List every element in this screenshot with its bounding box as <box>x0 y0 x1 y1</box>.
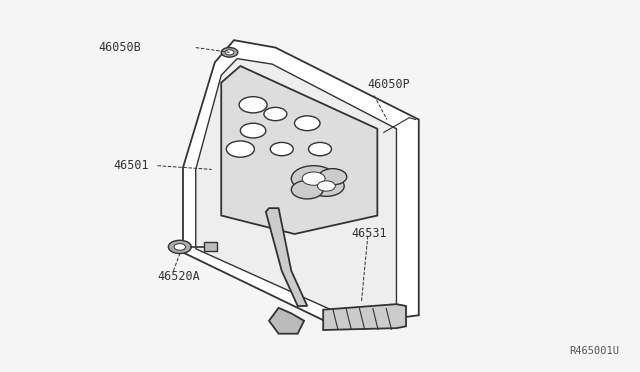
Circle shape <box>241 123 266 138</box>
Text: 46531: 46531 <box>352 228 387 241</box>
Circle shape <box>294 116 320 131</box>
Polygon shape <box>196 59 396 313</box>
Circle shape <box>168 240 191 254</box>
Text: 46050P: 46050P <box>368 78 410 91</box>
FancyBboxPatch shape <box>204 243 217 251</box>
Circle shape <box>227 141 254 157</box>
Circle shape <box>319 169 347 185</box>
Polygon shape <box>221 66 378 234</box>
Circle shape <box>308 142 332 156</box>
Polygon shape <box>266 208 307 306</box>
Circle shape <box>270 142 293 156</box>
Polygon shape <box>183 40 419 326</box>
Circle shape <box>174 244 186 250</box>
Circle shape <box>291 180 323 199</box>
Circle shape <box>302 172 325 185</box>
Circle shape <box>317 181 335 191</box>
Circle shape <box>225 50 234 55</box>
Text: 46501: 46501 <box>113 159 148 172</box>
Circle shape <box>308 176 344 196</box>
Polygon shape <box>269 308 304 334</box>
Polygon shape <box>323 304 406 330</box>
Circle shape <box>239 97 267 113</box>
Circle shape <box>291 166 336 192</box>
Text: 46050B: 46050B <box>99 41 141 54</box>
Circle shape <box>221 48 238 57</box>
Text: 46520A: 46520A <box>157 270 200 283</box>
Circle shape <box>264 108 287 121</box>
Text: R465001U: R465001U <box>570 346 620 356</box>
